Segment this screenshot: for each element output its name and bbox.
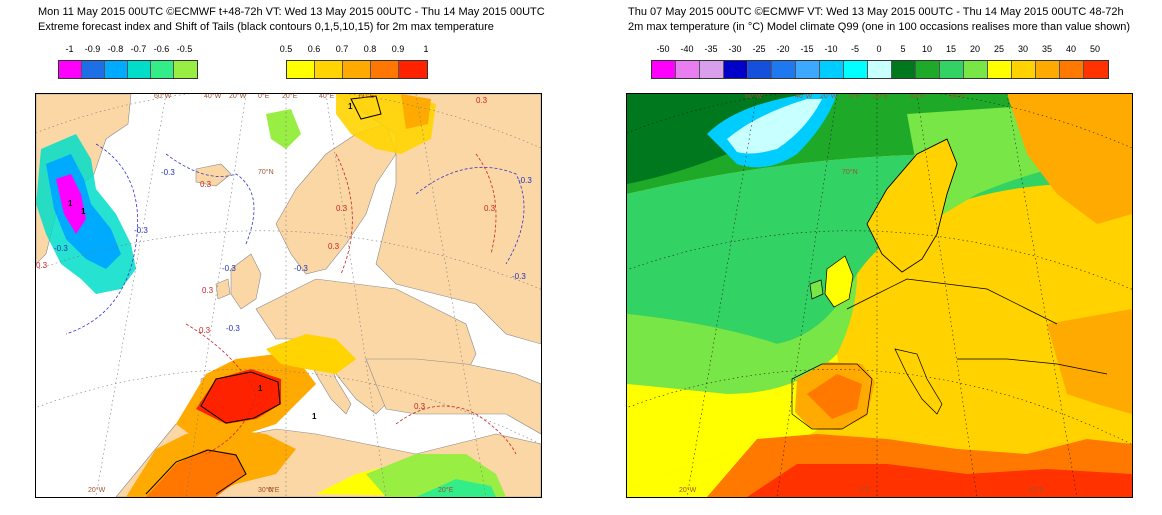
colorbar-swatch xyxy=(1084,61,1108,78)
colorbar-swatch xyxy=(1012,61,1036,78)
colorbar-tick-label: 25 xyxy=(993,44,1005,54)
colorbar-tick-label: -1 xyxy=(65,44,74,54)
colorbar-tick-label: -0.5 xyxy=(176,44,193,54)
colorbar-swatch xyxy=(700,61,724,78)
colorbar-swatch xyxy=(105,61,128,78)
colorbar-swatch xyxy=(724,61,748,78)
colorbar-swatches xyxy=(286,60,428,79)
colorbar-tick-label: 30 xyxy=(1017,44,1029,54)
colorbar-tick-label: 0.9 xyxy=(391,44,405,54)
colorbar-tick-label: 0.8 xyxy=(363,44,377,54)
colorbar-tick-label: -30 xyxy=(728,44,742,54)
colorbar-tick-label: -35 xyxy=(704,44,718,54)
colorbar-swatch xyxy=(796,61,820,78)
colorbar-swatch xyxy=(676,61,700,78)
climate-title-line2: 2m max temperature (in °C) Model climate… xyxy=(628,21,1131,33)
efi-positive-colorbar: 0.5 0.6 0.7 0.8 0.9 1 xyxy=(280,44,436,80)
colorbar-labels: -1 -0.9 -0.8 -0.7 -0.6 -0.5 xyxy=(58,44,208,56)
colorbar-swatch xyxy=(174,61,197,78)
colorbar-swatch xyxy=(399,61,427,78)
colorbar-tick-label: 20 xyxy=(969,44,981,54)
efi-map-canvas xyxy=(36,94,541,497)
colorbar-swatch xyxy=(940,61,964,78)
colorbar-swatch xyxy=(151,61,174,78)
colorbar-tick-label: 5 xyxy=(900,44,906,54)
colorbar-swatch xyxy=(652,61,676,78)
efi-negative-colorbar: -1 -0.9 -0.8 -0.7 -0.6 -0.5 xyxy=(58,44,208,80)
colorbar-swatch xyxy=(287,61,315,78)
colorbar-tick-label: 0.5 xyxy=(279,44,293,54)
colorbar-swatch xyxy=(988,61,1012,78)
climate-map-canvas xyxy=(627,94,1132,497)
colorbar-tick-label: -0.7 xyxy=(130,44,147,54)
colorbar-swatch xyxy=(748,61,772,78)
colorbar-swatch xyxy=(343,61,371,78)
colorbar-tick-label: 10 xyxy=(921,44,933,54)
colorbar-labels: -50 -40 -35 -30 -25 -20 -15 -10 -5 0 5 10 15 20 25 30 35… xyxy=(651,44,1111,56)
climate-map: 60°W40°W20°W0°E20°E40°E60°E20°W0°E20°E60… xyxy=(626,93,1133,498)
colorbar-tick-label: 40 xyxy=(1065,44,1077,54)
colorbar-swatch xyxy=(964,61,988,78)
colorbar-tick-label: 0.6 xyxy=(307,44,321,54)
colorbar-swatch xyxy=(868,61,892,78)
colorbar-labels: 0.5 0.6 0.7 0.8 0.9 1 xyxy=(280,44,436,56)
colorbar-tick-label: -40 xyxy=(680,44,694,54)
colorbar-tick-label: 50 xyxy=(1089,44,1101,54)
efi-title-line2: Extreme forecast index and Shift of Tail… xyxy=(38,21,494,33)
efi-panel: Mon 11 May 2015 00UTC ©ECMWF t+48-72h VT… xyxy=(35,6,545,498)
colorbar-swatch xyxy=(371,61,399,78)
efi-title-line1: Mon 11 May 2015 00UTC ©ECMWF t+48-72h VT… xyxy=(38,6,545,18)
colorbar-tick-label: 0 xyxy=(876,44,882,54)
colorbar-tick-label: -15 xyxy=(800,44,814,54)
colorbar-tick-label: -0.9 xyxy=(84,44,101,54)
climate-colorbar: -50 -40 -35 -30 -25 -20 -15 -10 -5 0 5 10 15 20 25 30 35… xyxy=(651,44,1111,80)
colorbar-tick-label: -10 xyxy=(824,44,838,54)
colorbar-swatch xyxy=(844,61,868,78)
colorbar-tick-label: -20 xyxy=(776,44,790,54)
colorbar-swatch xyxy=(1060,61,1084,78)
colorbar-swatch xyxy=(128,61,151,78)
climate-title-line1: Thu 07 May 2015 00UTC ©ECMWF VT: Wed 13 … xyxy=(628,6,1124,18)
colorbar-swatch xyxy=(82,61,105,78)
colorbar-swatch xyxy=(59,61,82,78)
colorbar-tick-label: 35 xyxy=(1041,44,1053,54)
colorbar-tick-label: -0.6 xyxy=(153,44,170,54)
colorbar-swatches xyxy=(58,60,198,79)
colorbar-swatch xyxy=(1036,61,1060,78)
colorbar-swatch xyxy=(892,61,916,78)
colorbar-swatch xyxy=(772,61,796,78)
colorbar-swatches xyxy=(651,60,1109,79)
efi-map: 60°W40°W20°W0°E20°E40°E60°E20°W0°E20°E60… xyxy=(35,93,542,498)
colorbar-tick-label: -5 xyxy=(850,44,860,54)
colorbar-swatch xyxy=(916,61,940,78)
climate-panel: Thu 07 May 2015 00UTC ©ECMWF VT: Wed 13 … xyxy=(581,0,1162,515)
colorbar-tick-label: -50 xyxy=(656,44,670,54)
colorbar-tick-label: -25 xyxy=(752,44,766,54)
colorbar-swatch xyxy=(315,61,343,78)
colorbar-tick-label: 0.7 xyxy=(335,44,349,54)
colorbar-tick-label: -0.8 xyxy=(107,44,124,54)
colorbar-swatch xyxy=(820,61,844,78)
colorbar-tick-label: 15 xyxy=(945,44,957,54)
colorbar-tick-label: 1 xyxy=(423,44,429,54)
